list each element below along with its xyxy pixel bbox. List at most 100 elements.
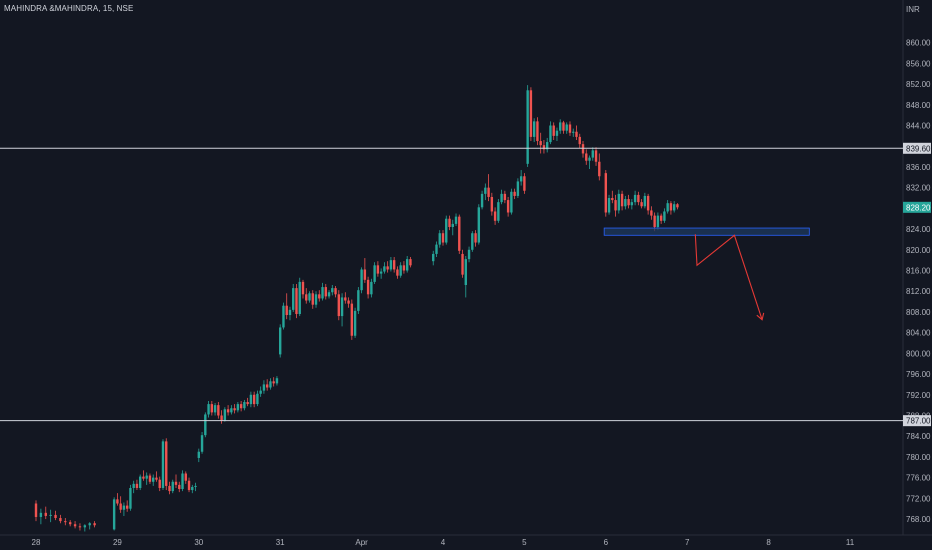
candle-body	[620, 193, 624, 207]
candle-body	[666, 203, 669, 212]
candle-body	[194, 485, 197, 487]
candle-body	[223, 409, 227, 421]
price-tick-label: 780.00	[906, 453, 931, 462]
candle-body	[458, 216, 461, 251]
candle-body	[282, 305, 285, 328]
time-tick-label: 6	[604, 538, 609, 547]
candle-body	[213, 405, 217, 413]
candle-body	[295, 288, 298, 314]
candle-body	[506, 200, 510, 213]
candle-body	[646, 195, 650, 211]
candle-body	[526, 90, 529, 164]
time-tick-label: Apr	[355, 538, 368, 547]
last-price-label: 828.20	[906, 203, 931, 212]
candle-body	[598, 161, 601, 177]
candle-body	[516, 181, 520, 196]
candle-body	[184, 473, 187, 481]
candle-body	[148, 475, 152, 482]
candle-body	[161, 441, 165, 488]
candle-body	[324, 287, 327, 297]
candle-body	[200, 435, 204, 452]
price-axis[interactable]: INR860.00856.00852.00848.00844.00840.008…	[903, 5, 931, 524]
candle-body	[503, 193, 507, 201]
candle-body	[383, 266, 386, 272]
candle-body	[135, 483, 139, 488]
candle-body	[78, 526, 82, 528]
candle-body	[132, 483, 135, 488]
candle-body	[152, 477, 155, 482]
candle-body	[370, 281, 373, 295]
candle-body	[305, 294, 308, 301]
candle-body	[88, 523, 91, 526]
price-tick-label: 808.00	[906, 308, 931, 317]
price-tick-label: 816.00	[906, 267, 931, 276]
price-tick-label: 832.00	[906, 184, 931, 193]
candle-body	[145, 475, 148, 479]
candle-body	[441, 233, 445, 243]
candle-body	[396, 269, 399, 276]
candle-body	[471, 233, 474, 250]
candle-body	[565, 124, 568, 131]
candle-body	[249, 394, 253, 405]
time-tick-label: 7	[685, 538, 690, 547]
candle-body	[226, 409, 230, 413]
candle-body	[230, 408, 233, 413]
candle-body	[337, 294, 341, 317]
candle-body	[217, 405, 220, 416]
candle-body	[545, 142, 549, 150]
candle-body	[617, 193, 621, 211]
candle-body	[243, 402, 246, 409]
candle-body	[334, 288, 337, 295]
candle-body	[236, 404, 240, 411]
candle-body	[490, 196, 494, 212]
candle-body	[633, 194, 637, 203]
candle-body	[562, 122, 565, 131]
price-tick-label: 772.00	[906, 494, 931, 503]
candle-body	[331, 288, 334, 293]
candle-body	[318, 294, 321, 299]
candle-body	[624, 199, 627, 207]
level-price-tag	[903, 415, 931, 427]
candle-body	[379, 271, 383, 274]
candle-body	[549, 125, 552, 143]
candle-body	[49, 514, 52, 516]
time-axis[interactable]: 28 29 30 31 Apr 4 5 6 7 8 11	[32, 538, 855, 547]
candle-body	[288, 309, 292, 316]
candle-body	[321, 287, 324, 299]
candle-body	[119, 503, 122, 510]
candle-body	[285, 305, 288, 316]
candle-body	[292, 288, 295, 310]
candle-body	[643, 195, 647, 207]
candles-layer	[34, 85, 679, 532]
candle-body	[480, 193, 484, 208]
candle-body	[614, 200, 617, 211]
candle-body	[591, 150, 594, 158]
candle-body	[210, 404, 214, 413]
candle-body	[497, 202, 500, 221]
candle-body	[637, 194, 640, 203]
candle-body	[298, 281, 301, 314]
candle-body	[262, 384, 266, 391]
price-tick-label: 852.00	[906, 80, 931, 89]
candle-body	[116, 499, 119, 504]
candle-body	[523, 176, 526, 191]
candle-body	[552, 125, 555, 136]
time-tick-label: 31	[276, 538, 285, 547]
candle-body	[350, 303, 354, 336]
candle-body	[155, 477, 158, 480]
price-tick-label: 812.00	[906, 287, 931, 296]
candle-body	[64, 521, 67, 523]
candle-body	[389, 260, 393, 270]
candle-body	[405, 259, 409, 271]
candle-body	[39, 512, 43, 517]
candle-body	[663, 211, 666, 221]
candle-body	[363, 269, 367, 280]
price-tick-label: 844.00	[906, 122, 931, 131]
candle-body	[376, 265, 380, 274]
candle-body	[604, 173, 607, 213]
level-price-label: 839.60	[906, 144, 931, 153]
price-tick-label: 824.00	[906, 225, 931, 234]
candle-body	[233, 408, 236, 411]
candle-body	[256, 393, 259, 405]
